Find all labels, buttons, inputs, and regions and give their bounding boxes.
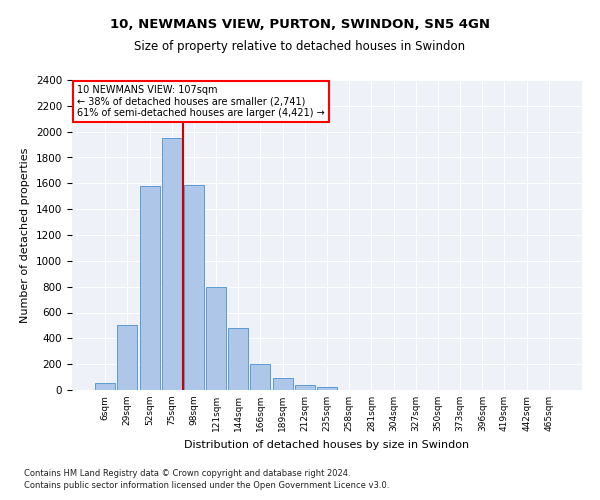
Bar xyxy=(272,378,293,390)
Bar xyxy=(206,286,226,390)
Text: Contains HM Land Registry data © Crown copyright and database right 2024.: Contains HM Land Registry data © Crown c… xyxy=(24,468,350,477)
Bar xyxy=(295,386,315,390)
Bar xyxy=(317,387,337,390)
Bar xyxy=(250,364,271,390)
Text: Contains public sector information licensed under the Open Government Licence v3: Contains public sector information licen… xyxy=(24,481,389,490)
Bar xyxy=(228,328,248,390)
Text: 10, NEWMANS VIEW, PURTON, SWINDON, SN5 4GN: 10, NEWMANS VIEW, PURTON, SWINDON, SN5 4… xyxy=(110,18,490,30)
Bar xyxy=(140,186,160,390)
Bar xyxy=(184,184,204,390)
Text: Size of property relative to detached houses in Swindon: Size of property relative to detached ho… xyxy=(134,40,466,53)
Bar xyxy=(162,138,182,390)
Bar xyxy=(118,326,137,390)
Bar xyxy=(95,383,115,390)
Y-axis label: Number of detached properties: Number of detached properties xyxy=(20,148,31,322)
X-axis label: Distribution of detached houses by size in Swindon: Distribution of detached houses by size … xyxy=(184,440,470,450)
Text: 10 NEWMANS VIEW: 107sqm
← 38% of detached houses are smaller (2,741)
61% of semi: 10 NEWMANS VIEW: 107sqm ← 38% of detache… xyxy=(77,84,325,118)
